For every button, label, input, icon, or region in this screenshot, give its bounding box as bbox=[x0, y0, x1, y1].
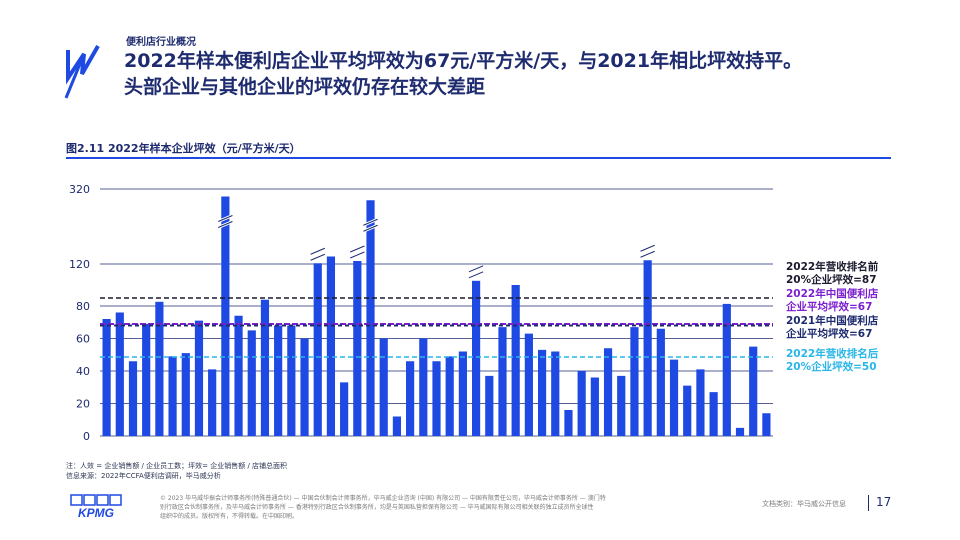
figure-title: 图2.11 2022年样本企业坪效（元/平方米/天） bbox=[66, 142, 301, 155]
bar bbox=[537, 349, 547, 436]
bar bbox=[471, 280, 481, 436]
bar bbox=[590, 377, 599, 436]
y-tick-label: 80 bbox=[76, 300, 90, 313]
bar bbox=[722, 303, 731, 436]
bar bbox=[735, 427, 745, 436]
kpmg-logo: KPMG bbox=[70, 494, 122, 520]
axis-break-mark bbox=[363, 224, 378, 232]
bar bbox=[194, 320, 204, 436]
reference-label: 2022年营收排名前 bbox=[786, 260, 879, 273]
bar bbox=[392, 416, 402, 436]
bar bbox=[340, 382, 349, 436]
y-tick-label: 60 bbox=[76, 333, 90, 346]
bar bbox=[485, 375, 494, 436]
bar bbox=[221, 196, 230, 436]
bar bbox=[432, 361, 441, 436]
bar bbox=[617, 375, 626, 436]
legal-line-2: 别行政区合伙制事务所，及毕马威会计师事务所 — 香港特别行政区合伙制事务所，均是… bbox=[160, 504, 594, 511]
bar bbox=[749, 346, 758, 436]
axis-break-mark bbox=[640, 250, 655, 258]
bar bbox=[445, 356, 454, 436]
bar bbox=[406, 361, 415, 436]
kpmg-slash-logo-icon bbox=[64, 45, 100, 99]
chart-note: 注：人效 = 企业销售额 / 企业员工数；坪效= 企业销售额 / 店铺总面积 bbox=[66, 462, 288, 470]
page-number-divider bbox=[868, 495, 869, 511]
bar bbox=[524, 333, 533, 436]
bar bbox=[234, 315, 243, 436]
document-classification: 文档类别：毕马威公开信息 bbox=[762, 500, 846, 508]
bar bbox=[577, 371, 586, 436]
bar bbox=[458, 351, 467, 436]
section-kicker: 便利店行业概况 bbox=[126, 37, 196, 48]
legal-line-1: © 2023 毕马威华振会计师事务所(特殊普通合伙) — 中国合伙制会计师事务所… bbox=[160, 495, 606, 502]
bar bbox=[762, 413, 771, 436]
bar bbox=[102, 319, 111, 436]
bar bbox=[181, 353, 190, 436]
bar bbox=[208, 369, 217, 436]
axis-break-mark bbox=[468, 271, 484, 279]
reference-label: 2021年中国便利店 bbox=[786, 314, 879, 327]
axis-break-mark bbox=[468, 265, 484, 273]
bar bbox=[168, 356, 177, 436]
bar bbox=[366, 200, 375, 436]
bar bbox=[603, 348, 613, 436]
bar bbox=[115, 312, 124, 436]
bar bbox=[247, 330, 256, 436]
bar bbox=[419, 338, 428, 436]
bar bbox=[656, 328, 665, 436]
axis-break-mark bbox=[640, 244, 655, 252]
bar bbox=[643, 260, 652, 436]
bar bbox=[709, 392, 718, 436]
y-tick-label: 0 bbox=[83, 430, 90, 443]
bar bbox=[669, 359, 679, 436]
reference-label: 2022年营收排名后 bbox=[786, 347, 879, 360]
legal-notice: © 2023 毕马威华振会计师事务所(特殊普通合伙) — 中国合伙制会计师事务所… bbox=[160, 494, 620, 521]
axis-break-mark bbox=[310, 247, 326, 255]
bar bbox=[155, 301, 164, 436]
bar bbox=[353, 261, 362, 436]
axis-break-mark bbox=[363, 218, 378, 226]
bar bbox=[300, 338, 309, 436]
chart-source: 信息来源：2022年CCFA便利店调研，毕马威分析 bbox=[66, 472, 221, 480]
axis-break-mark bbox=[310, 253, 326, 261]
bar bbox=[551, 351, 560, 436]
bar bbox=[313, 263, 322, 436]
bar bbox=[379, 338, 388, 436]
reference-label: 20%企业坪效=87 bbox=[786, 273, 877, 286]
title-line-2: 头部企业与其他企业的坪效仍存在较大差距 bbox=[124, 76, 486, 98]
figure-title-rule bbox=[66, 157, 891, 159]
y-tick-label: 20 bbox=[76, 398, 90, 411]
reference-label: 企业平均坪效=67 bbox=[785, 327, 872, 340]
y-tick-label: 40 bbox=[76, 365, 90, 378]
reference-label: 企业平均坪效=67 bbox=[785, 300, 872, 313]
bar bbox=[683, 385, 692, 436]
bar bbox=[274, 325, 283, 436]
bar bbox=[260, 299, 270, 436]
page-title: 2022年样本便利店企业平均坪效为67元/平方米/天，与2021年相比坪效持平。… bbox=[124, 48, 924, 100]
reference-label: 20%企业坪效=50 bbox=[786, 360, 877, 373]
page-number: 17 bbox=[876, 495, 892, 509]
reference-label: 2022年中国便利店 bbox=[786, 287, 879, 300]
legal-line-3: 组织中的成员。版权所有，不得转载。在中国印刷。 bbox=[160, 513, 299, 520]
axis-break-mark bbox=[218, 221, 233, 228]
bar bbox=[696, 369, 705, 436]
bar bbox=[128, 361, 138, 436]
axis-break-mark bbox=[350, 251, 365, 259]
axis-break-mark bbox=[350, 245, 365, 253]
bar bbox=[326, 256, 336, 436]
y-tick-label: 120 bbox=[69, 258, 90, 271]
axis-break-mark bbox=[218, 215, 233, 222]
title-line-1: 2022年样本便利店企业平均坪效为67元/平方米/天，与2021年相比坪效持平。 bbox=[124, 50, 803, 72]
bar bbox=[630, 327, 639, 436]
bar bbox=[511, 285, 520, 436]
bar bbox=[287, 325, 296, 436]
y-tick-label: 320 bbox=[69, 183, 90, 196]
kpmg-logo-text: KPMG bbox=[78, 506, 114, 520]
bar bbox=[142, 323, 151, 436]
bar bbox=[564, 410, 573, 436]
bar bbox=[498, 327, 507, 436]
efficiency-bar-chart: 0204060801203202022年营收排名前20%企业坪效=872022年… bbox=[69, 183, 879, 443]
